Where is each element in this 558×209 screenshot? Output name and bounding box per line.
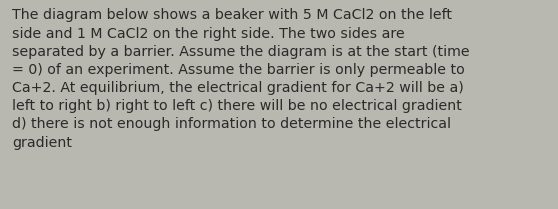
Text: The diagram below shows a beaker with 5 M CaCl2 on the left
side and 1 M CaCl2 o: The diagram below shows a beaker with 5 … <box>12 8 470 150</box>
